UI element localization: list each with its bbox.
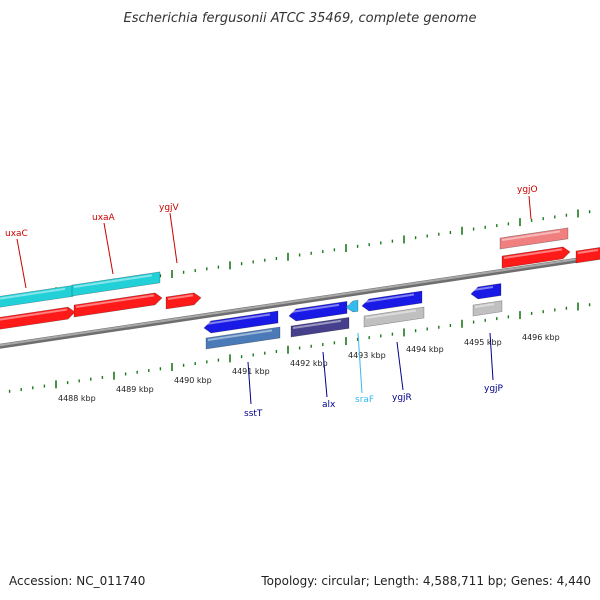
ygjO-gene-highlight [503,248,563,259]
ygjV-gene-highlight [167,294,194,300]
alx-gene-highlight [290,303,340,313]
gene-label-ygjP: ygjP [484,384,504,394]
accession-text: Accession: NC_011740 [9,574,145,588]
alx-leader [322,351,328,398]
sstT-leader [247,361,252,405]
ygjV-gene[interactable] [165,292,202,310]
ygjR-gene-cds[interactable] [363,306,425,328]
kbp-label: 4492 kbp [290,359,328,368]
ygjV-leader [169,212,178,264]
genome-backbone-highlight [0,254,600,347]
kbp-label: 4491 kbp [232,367,270,376]
map-title: Escherichia fergusonii ATCC 35469, compl… [124,11,477,26]
ygjP-gene-cds-highlight [474,303,495,308]
uxaA-gene-highlight [75,294,155,308]
gene-label-uxaC: uxaC [5,229,28,239]
gene-label-ygjO: ygjO [517,185,538,195]
ygjR-gene[interactable] [361,290,423,312]
sraF-leader [357,332,363,394]
ygjO-gene-cds[interactable] [499,227,569,250]
uxaA-gene[interactable] [73,292,163,318]
kbp-label: 4489 kbp [116,385,154,394]
alx-gene-cds-highlight [292,319,342,329]
kbp-labels: 4488 kbp 4489 kbp 4490 kbp 4491 kbp 4492… [58,333,560,403]
ygjR-gene-cds-highlight [365,309,417,319]
uxaC-leader [16,238,27,289]
ygjO-adjacent-gene[interactable] [575,247,600,264]
sstT-gene-cds[interactable] [205,326,281,350]
ygjO-leader [528,195,532,220]
sstT-gene[interactable] [203,310,279,334]
uxaC-gene-cds[interactable] [0,285,74,308]
feature-layer [0,227,600,350]
ygjO-gene-cds-highlight [501,230,561,241]
ygjP-gene-cds[interactable] [472,300,503,317]
gene-label-alx: alx [322,400,336,410]
ygjO-gene[interactable] [501,246,571,269]
gene-label-uxaA: uxaA [92,213,116,223]
ygjO-adjacent-gene-highlight [577,249,599,254]
uxaC-gene[interactable] [0,306,76,330]
gene-label-ygjR: ygjR [392,393,412,403]
kbp-label: 4490 kbp [174,376,212,385]
gene-label-ygjV: ygjV [159,203,180,213]
uxaA-leader [103,222,114,275]
kbp-label: 4494 kbp [406,345,444,354]
ygjP-gene[interactable] [470,283,502,300]
sraF-rna[interactable] [345,299,359,313]
ygjR-leader [396,341,404,391]
kbp-label: 4496 kbp [522,333,560,342]
uxaA-gene-cds-highlight [73,274,153,288]
uxaA-gene-cds[interactable] [71,271,161,297]
sstT-gene-highlight [205,313,271,325]
uxaC-gene-cds-highlight [0,287,66,300]
reverse-tick-row [8,302,591,393]
alx-gene-cds[interactable] [290,316,350,338]
kbp-label: 4493 kbp [348,351,386,360]
ygjR-gene-highlight [363,293,415,303]
kbp-label: 4488 kbp [58,394,96,403]
uxaC-gene-highlight [0,308,68,321]
sstT-gene-cds-highlight [207,329,273,341]
gene-label-sraF: sraF [355,395,374,405]
kbp-label: 4495 kbp [464,338,502,347]
genome-stats-text: Topology: circular; Length: 4,588,711 bp… [260,574,591,588]
ygjP-gene-highlight [472,286,494,291]
ygjP-leader [489,332,494,381]
gene-label-sstT: sstT [244,409,263,419]
